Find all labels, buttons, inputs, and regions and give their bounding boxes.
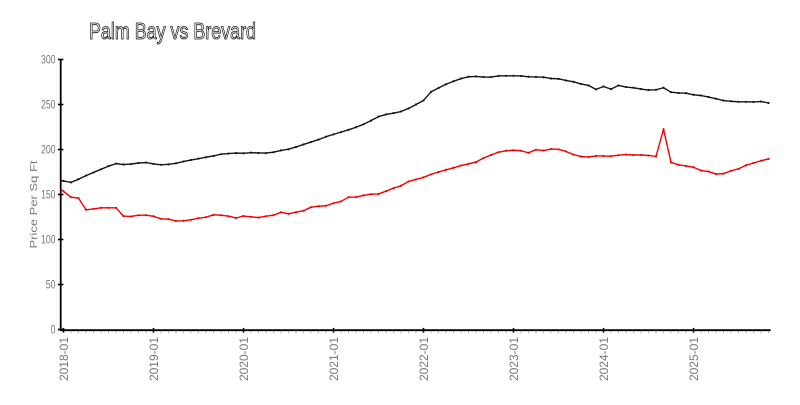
- svg-text:50: 50: [46, 278, 56, 292]
- svg-text:300: 300: [41, 53, 56, 67]
- svg-text:100: 100: [41, 233, 56, 247]
- svg-text:2020-01: 2020-01: [237, 337, 251, 381]
- svg-text:250: 250: [41, 98, 56, 112]
- svg-text:200: 200: [41, 143, 56, 157]
- svg-text:Price Per Sq Ft: Price Per Sq Ft: [29, 160, 40, 248]
- svg-text:2021-01: 2021-01: [327, 337, 341, 381]
- svg-text:150: 150: [41, 188, 56, 202]
- svg-text:2025-01: 2025-01: [687, 337, 701, 381]
- svg-text:2023-01: 2023-01: [507, 337, 521, 381]
- svg-text:2022-01: 2022-01: [417, 337, 431, 381]
- svg-text:0: 0: [51, 323, 56, 337]
- svg-text:2024-01: 2024-01: [597, 337, 611, 381]
- svg-text:2019-01: 2019-01: [147, 337, 161, 381]
- svg-text:Palm Bay vs Brevard: Palm Bay vs Brevard: [89, 18, 256, 44]
- svg-text:2018-01: 2018-01: [57, 337, 71, 381]
